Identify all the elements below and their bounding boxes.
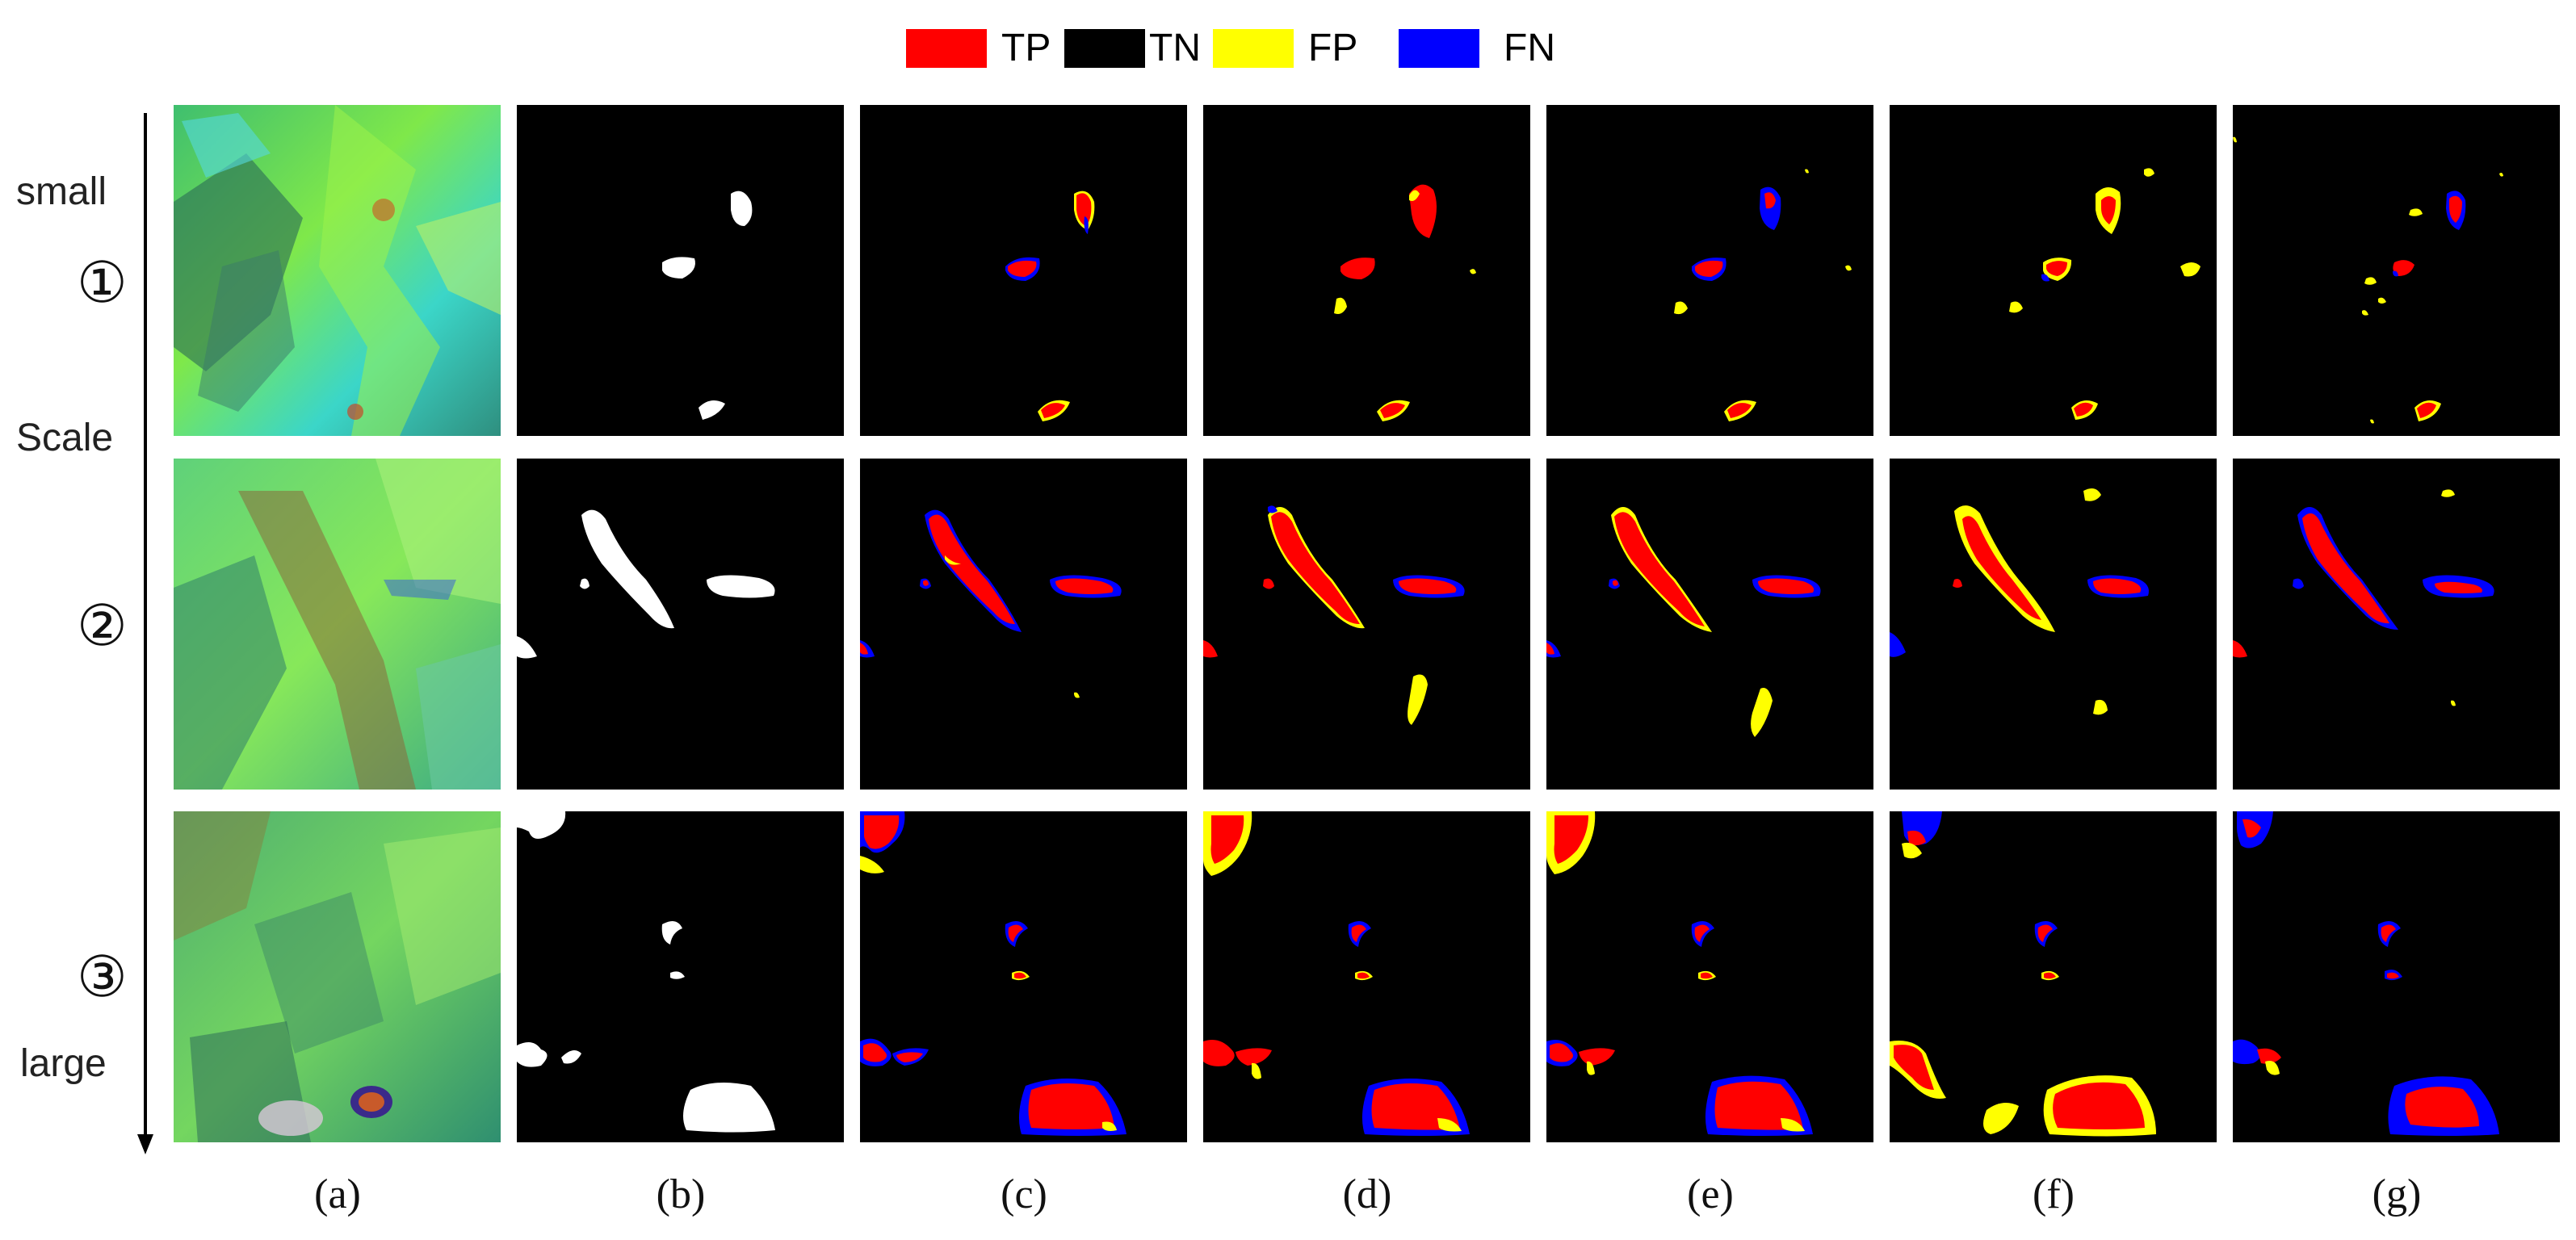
- column-label-d: (d): [1342, 1171, 1392, 1217]
- row-1-result-g: [2233, 105, 2560, 436]
- row-1-result-f: [1890, 105, 2217, 436]
- tp-swatch: [906, 29, 987, 68]
- row-3-ground-truth-mask: [517, 811, 844, 1142]
- column-label-b: (b): [656, 1171, 706, 1217]
- row-2-result-c: [860, 459, 1187, 790]
- row-3-result-d: [1203, 811, 1530, 1142]
- legend-label-tn: TN: [1149, 27, 1201, 69]
- row-2-terrain-image: [174, 459, 501, 790]
- legend-item-tn: TN: [1064, 24, 1250, 73]
- row-3-result-g: [2233, 811, 2560, 1142]
- fp-swatch: [1213, 29, 1294, 68]
- row-3-number: ③: [77, 944, 128, 1010]
- row-3-terrain-image: [174, 811, 501, 1142]
- column-label-c: (c): [1001, 1171, 1047, 1217]
- legend-label-fp: FP: [1308, 27, 1358, 69]
- row-1-number: ①: [77, 249, 128, 316]
- row-1-ground-truth-mask: [517, 105, 844, 436]
- row-1-result-d: [1203, 105, 1530, 436]
- column-label-e: (e): [1687, 1171, 1734, 1217]
- scale-large-label: large: [20, 1042, 107, 1085]
- column-label-g: (g): [2372, 1171, 2422, 1217]
- row-2-result-d: [1203, 459, 1530, 790]
- row-2-result-g: [2233, 459, 2560, 790]
- row-1-result-e: [1546, 105, 1873, 436]
- column-label-a: (a): [314, 1171, 361, 1217]
- legend-label-fn: FN: [1504, 27, 1555, 69]
- legend-label-tp: TP: [1001, 27, 1051, 69]
- row-3-result-c: [860, 811, 1187, 1142]
- row-2-result-e: [1546, 459, 1873, 790]
- row-2-ground-truth-mask: [517, 459, 844, 790]
- row-1-terrain-image: [174, 105, 501, 436]
- row-3-result-f: [1890, 811, 2217, 1142]
- row-2-number: ②: [77, 593, 128, 659]
- row-2-result-f: [1890, 459, 2217, 790]
- scale-label: Scale: [16, 417, 114, 459]
- column-label-f: (f): [2033, 1171, 2075, 1217]
- legend-item-fp: FP: [1213, 24, 1399, 73]
- tn-swatch: [1064, 29, 1145, 68]
- legend-item-tp: TP: [906, 24, 1092, 73]
- scale-small-label: small: [16, 170, 107, 213]
- row-1-result-c: [860, 105, 1187, 436]
- legend-item-fn: FN: [1399, 24, 1584, 73]
- row-3-result-e: [1546, 811, 1873, 1142]
- fn-swatch: [1399, 29, 1479, 68]
